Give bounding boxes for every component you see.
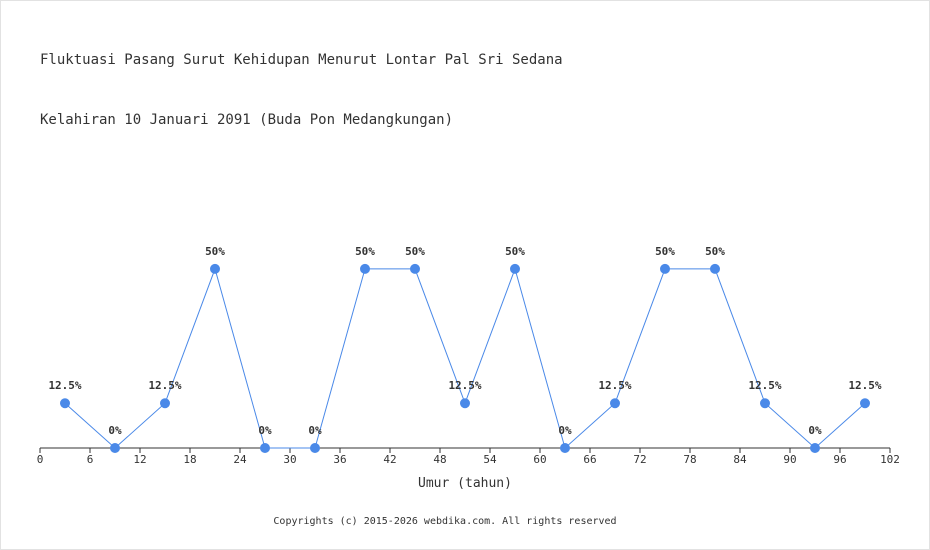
x-tick-label-0: 0 — [37, 453, 44, 466]
data-label-5: 0% — [308, 424, 322, 437]
data-label-14: 12.5% — [748, 379, 781, 392]
data-label-15: 0% — [808, 424, 822, 437]
data-label-13: 50% — [705, 245, 725, 258]
copyright-text: Copyrights (c) 2015-2026 webdika.com. Al… — [273, 516, 617, 527]
x-tick-label-15: 90 — [783, 453, 796, 466]
data-label-6: 50% — [355, 245, 375, 258]
x-tick-label-10: 60 — [533, 453, 546, 466]
data-label-12: 50% — [655, 245, 675, 258]
data-label-0: 12.5% — [48, 379, 81, 392]
data-labels: 12.5% 0% 12.5% 50% 0% 0% 50% 50% 12.5% 50% 0% 12.5%… — [48, 245, 881, 437]
data-point-15 — [810, 443, 820, 453]
data-point-1 — [110, 443, 120, 453]
chart-title: Fluktuasi Pasang Surut Kehidupan Menurut… — [40, 52, 563, 68]
data-label-9: 50% — [505, 245, 525, 258]
x-tick-label-6: 36 — [333, 453, 346, 466]
data-label-8: 12.5% — [448, 379, 481, 392]
data-label-1: 0% — [108, 424, 122, 437]
data-label-10: 0% — [558, 424, 572, 437]
data-point-4 — [260, 443, 270, 453]
x-tick-label-14: 84 — [733, 453, 747, 466]
data-point-10 — [560, 443, 570, 453]
x-tick-label-7: 42 — [383, 453, 396, 466]
data-point-6 — [360, 263, 370, 274]
x-tick-label-9: 54 — [483, 453, 497, 466]
data-label-4: 0% — [258, 424, 272, 437]
data-label-3: 50% — [205, 245, 225, 258]
x-tick-label-17: 102 — [880, 453, 900, 466]
x-tick-label-13: 78 — [683, 453, 696, 466]
data-point-5 — [310, 443, 320, 453]
x-tick-label-3: 18 — [183, 453, 196, 466]
chart-title-block: Fluktuasi Pasang Surut Kehidupan Menurut… — [40, 10, 563, 150]
data-label-2: 12.5% — [148, 379, 181, 392]
x-tick-label-12: 72 — [633, 453, 646, 466]
x-axis: 0 6 12 18 24 30 36 42 48 54 60 66 72 78 84 90 96 102 — [37, 447, 900, 466]
data-point-0 — [60, 398, 70, 409]
data-point-7 — [410, 263, 420, 274]
x-axis-title: Umur (tahun) — [418, 476, 512, 491]
x-tick-label-1: 6 — [87, 453, 94, 466]
data-label-16: 12.5% — [848, 379, 881, 392]
chart-subtitle: Kelahiran 10 Januari 2091 (Buda Pon Meda… — [40, 112, 454, 128]
series-layer — [60, 263, 870, 453]
series-line-0 — [64, 267, 866, 449]
data-point-9 — [510, 263, 520, 274]
x-tick-label-4: 24 — [233, 453, 247, 466]
data-point-16 — [860, 398, 870, 409]
data-point-8 — [460, 398, 470, 409]
data-point-2 — [160, 398, 170, 409]
x-tick-label-16: 96 — [833, 453, 846, 466]
data-point-12 — [660, 263, 670, 274]
data-point-3 — [210, 263, 220, 274]
data-label-11: 12.5% — [598, 379, 631, 392]
data-point-13 — [710, 263, 720, 274]
x-tick-label-8: 48 — [433, 453, 446, 466]
data-point-11 — [610, 398, 620, 409]
x-tick-label-11: 66 — [583, 453, 596, 466]
data-point-14 — [760, 398, 770, 409]
x-tick-label-2: 12 — [133, 453, 146, 466]
data-label-7: 50% — [405, 245, 425, 258]
x-tick-label-5: 30 — [283, 453, 296, 466]
